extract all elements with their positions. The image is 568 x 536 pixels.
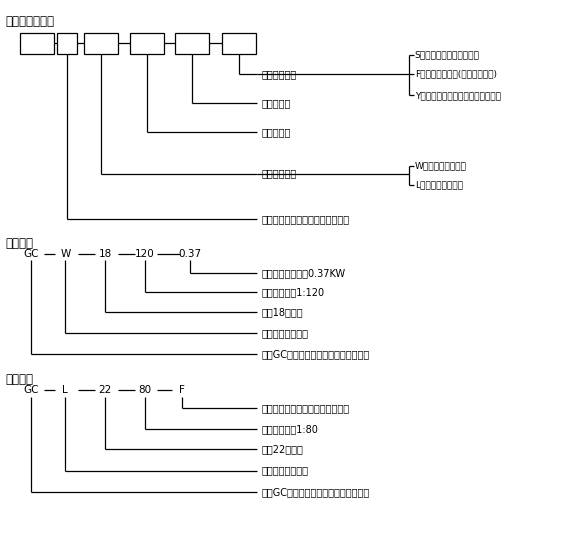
Bar	[175, 33, 209, 54]
Text: 本系列减速器代号（铝合金外壳）: 本系列减速器代号（铝合金外壳）	[261, 214, 349, 224]
Text: 表示减速比: 表示减速比	[261, 98, 291, 108]
Text: GC: GC	[23, 385, 39, 395]
Text: GC: GC	[23, 249, 39, 259]
Text: Y表示配电机并表明电机功率与极数: Y表示配电机并表明电机功率与极数	[415, 91, 500, 100]
Text: 机型表示方法：: 机型表示方法：	[6, 15, 55, 28]
Text: 0.37: 0.37	[179, 249, 202, 259]
Text: 表示带电机功率为0.37KW: 表示带电机功率为0.37KW	[261, 269, 345, 278]
Text: 示例二：: 示例二：	[6, 373, 34, 385]
Text: 表示GC系列（铝合金外壳）斜齿减速器: 表示GC系列（铝合金外壳）斜齿减速器	[261, 349, 370, 359]
Text: 80: 80	[138, 385, 152, 395]
Text: 表示18机型号: 表示18机型号	[261, 307, 303, 317]
Text: F: F	[179, 385, 185, 395]
Text: 表示立式法兰安装: 表示立式法兰安装	[261, 466, 308, 475]
Bar	[84, 33, 118, 54]
Text: 18: 18	[98, 249, 112, 259]
Text: 22: 22	[98, 385, 112, 395]
Text: 表示减速比为1:80: 表示减速比为1:80	[261, 424, 318, 434]
Text: L表示立式法兰安装: L表示立式法兰安装	[415, 181, 463, 189]
Text: 表示配连接法兰（用户自配电机）: 表示配连接法兰（用户自配电机）	[261, 404, 349, 413]
Text: 表示卧式底脚安装: 表示卧式底脚安装	[261, 329, 308, 338]
Text: S表示轴输入（即双轴型）: S表示轴输入（即双轴型）	[415, 50, 479, 59]
Text: 表示GC系列（铝合金外壳）斜齿减速器: 表示GC系列（铝合金外壳）斜齿减速器	[261, 487, 370, 497]
Text: W: W	[60, 249, 70, 259]
Bar	[222, 33, 256, 54]
Text: W表示卧式底脚安装: W表示卧式底脚安装	[415, 162, 466, 170]
Text: 表示输入方式: 表示输入方式	[261, 69, 296, 79]
Text: 表示安装方式: 表示安装方式	[261, 169, 296, 178]
Text: L: L	[62, 385, 68, 395]
Text: F表示配连接法兰(用户自配电机): F表示配连接法兰(用户自配电机)	[415, 70, 496, 78]
Bar	[57, 33, 77, 54]
Text: 表示机型号: 表示机型号	[261, 127, 291, 137]
Bar	[20, 33, 54, 54]
Text: 120: 120	[135, 249, 154, 259]
Text: 表示减速比为1:120: 表示减速比为1:120	[261, 287, 324, 297]
Text: 示例一：: 示例一：	[6, 237, 34, 250]
Bar	[130, 33, 164, 54]
Text: 表示22机型号: 表示22机型号	[261, 444, 303, 454]
